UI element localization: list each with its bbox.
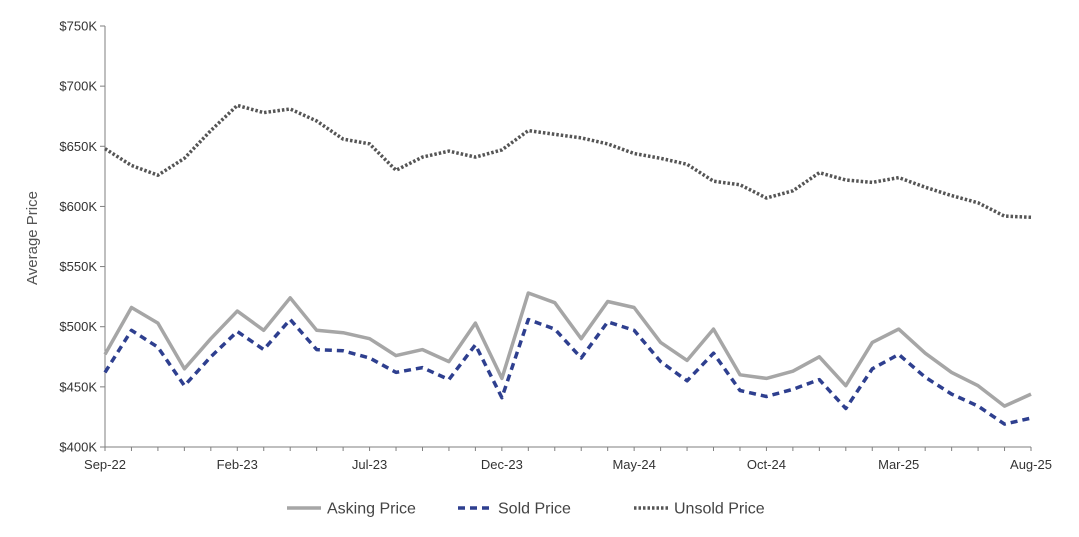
x-tick-label: May-24	[612, 457, 655, 472]
legend: Asking Price Sold Price Unsold Price	[287, 501, 765, 518]
sold-price-line	[103, 317, 1032, 426]
series-lines	[103, 103, 1032, 426]
x-tick-label: Mar-25	[878, 457, 919, 472]
x-tick-label: Sep-22	[84, 457, 126, 472]
y-tick-label: $750K	[59, 19, 97, 34]
y-tick-label: $600K	[59, 199, 97, 214]
x-tick-label: Oct-24	[747, 457, 786, 472]
x-tick-label: Aug-25	[1010, 457, 1052, 472]
y-tick-label: $500K	[59, 319, 97, 334]
unsold-price-legend-label: Unsold Price	[674, 501, 765, 518]
asking-price-line	[103, 291, 1032, 408]
x-tick-label: Jul-23	[352, 457, 387, 472]
y-axis-title: Average Price	[24, 191, 41, 285]
y-tick-label: $450K	[59, 379, 97, 394]
y-axis: $400K $450K $500K $550K $600K $650K $700K $750K	[59, 19, 106, 455]
unsold-price-line	[104, 103, 1032, 220]
y-axis-title-group: Average Price	[24, 191, 41, 285]
y-tick-label: $650K	[59, 139, 97, 154]
x-tick-label: Feb-23	[217, 457, 258, 472]
x-tick-label: Dec-23	[481, 457, 523, 472]
asking-price-legend-label: Asking Price	[327, 501, 416, 518]
x-axis: Sep-22 Feb-23 Jul-23 Dec-23 May-24 Oct-24 Mar-…	[84, 446, 1052, 472]
y-tick-label: $400K	[59, 440, 97, 455]
y-tick-label: $550K	[59, 259, 97, 274]
y-tick-label: $700K	[59, 79, 97, 94]
sold-price-legend-label: Sold Price	[498, 501, 571, 518]
